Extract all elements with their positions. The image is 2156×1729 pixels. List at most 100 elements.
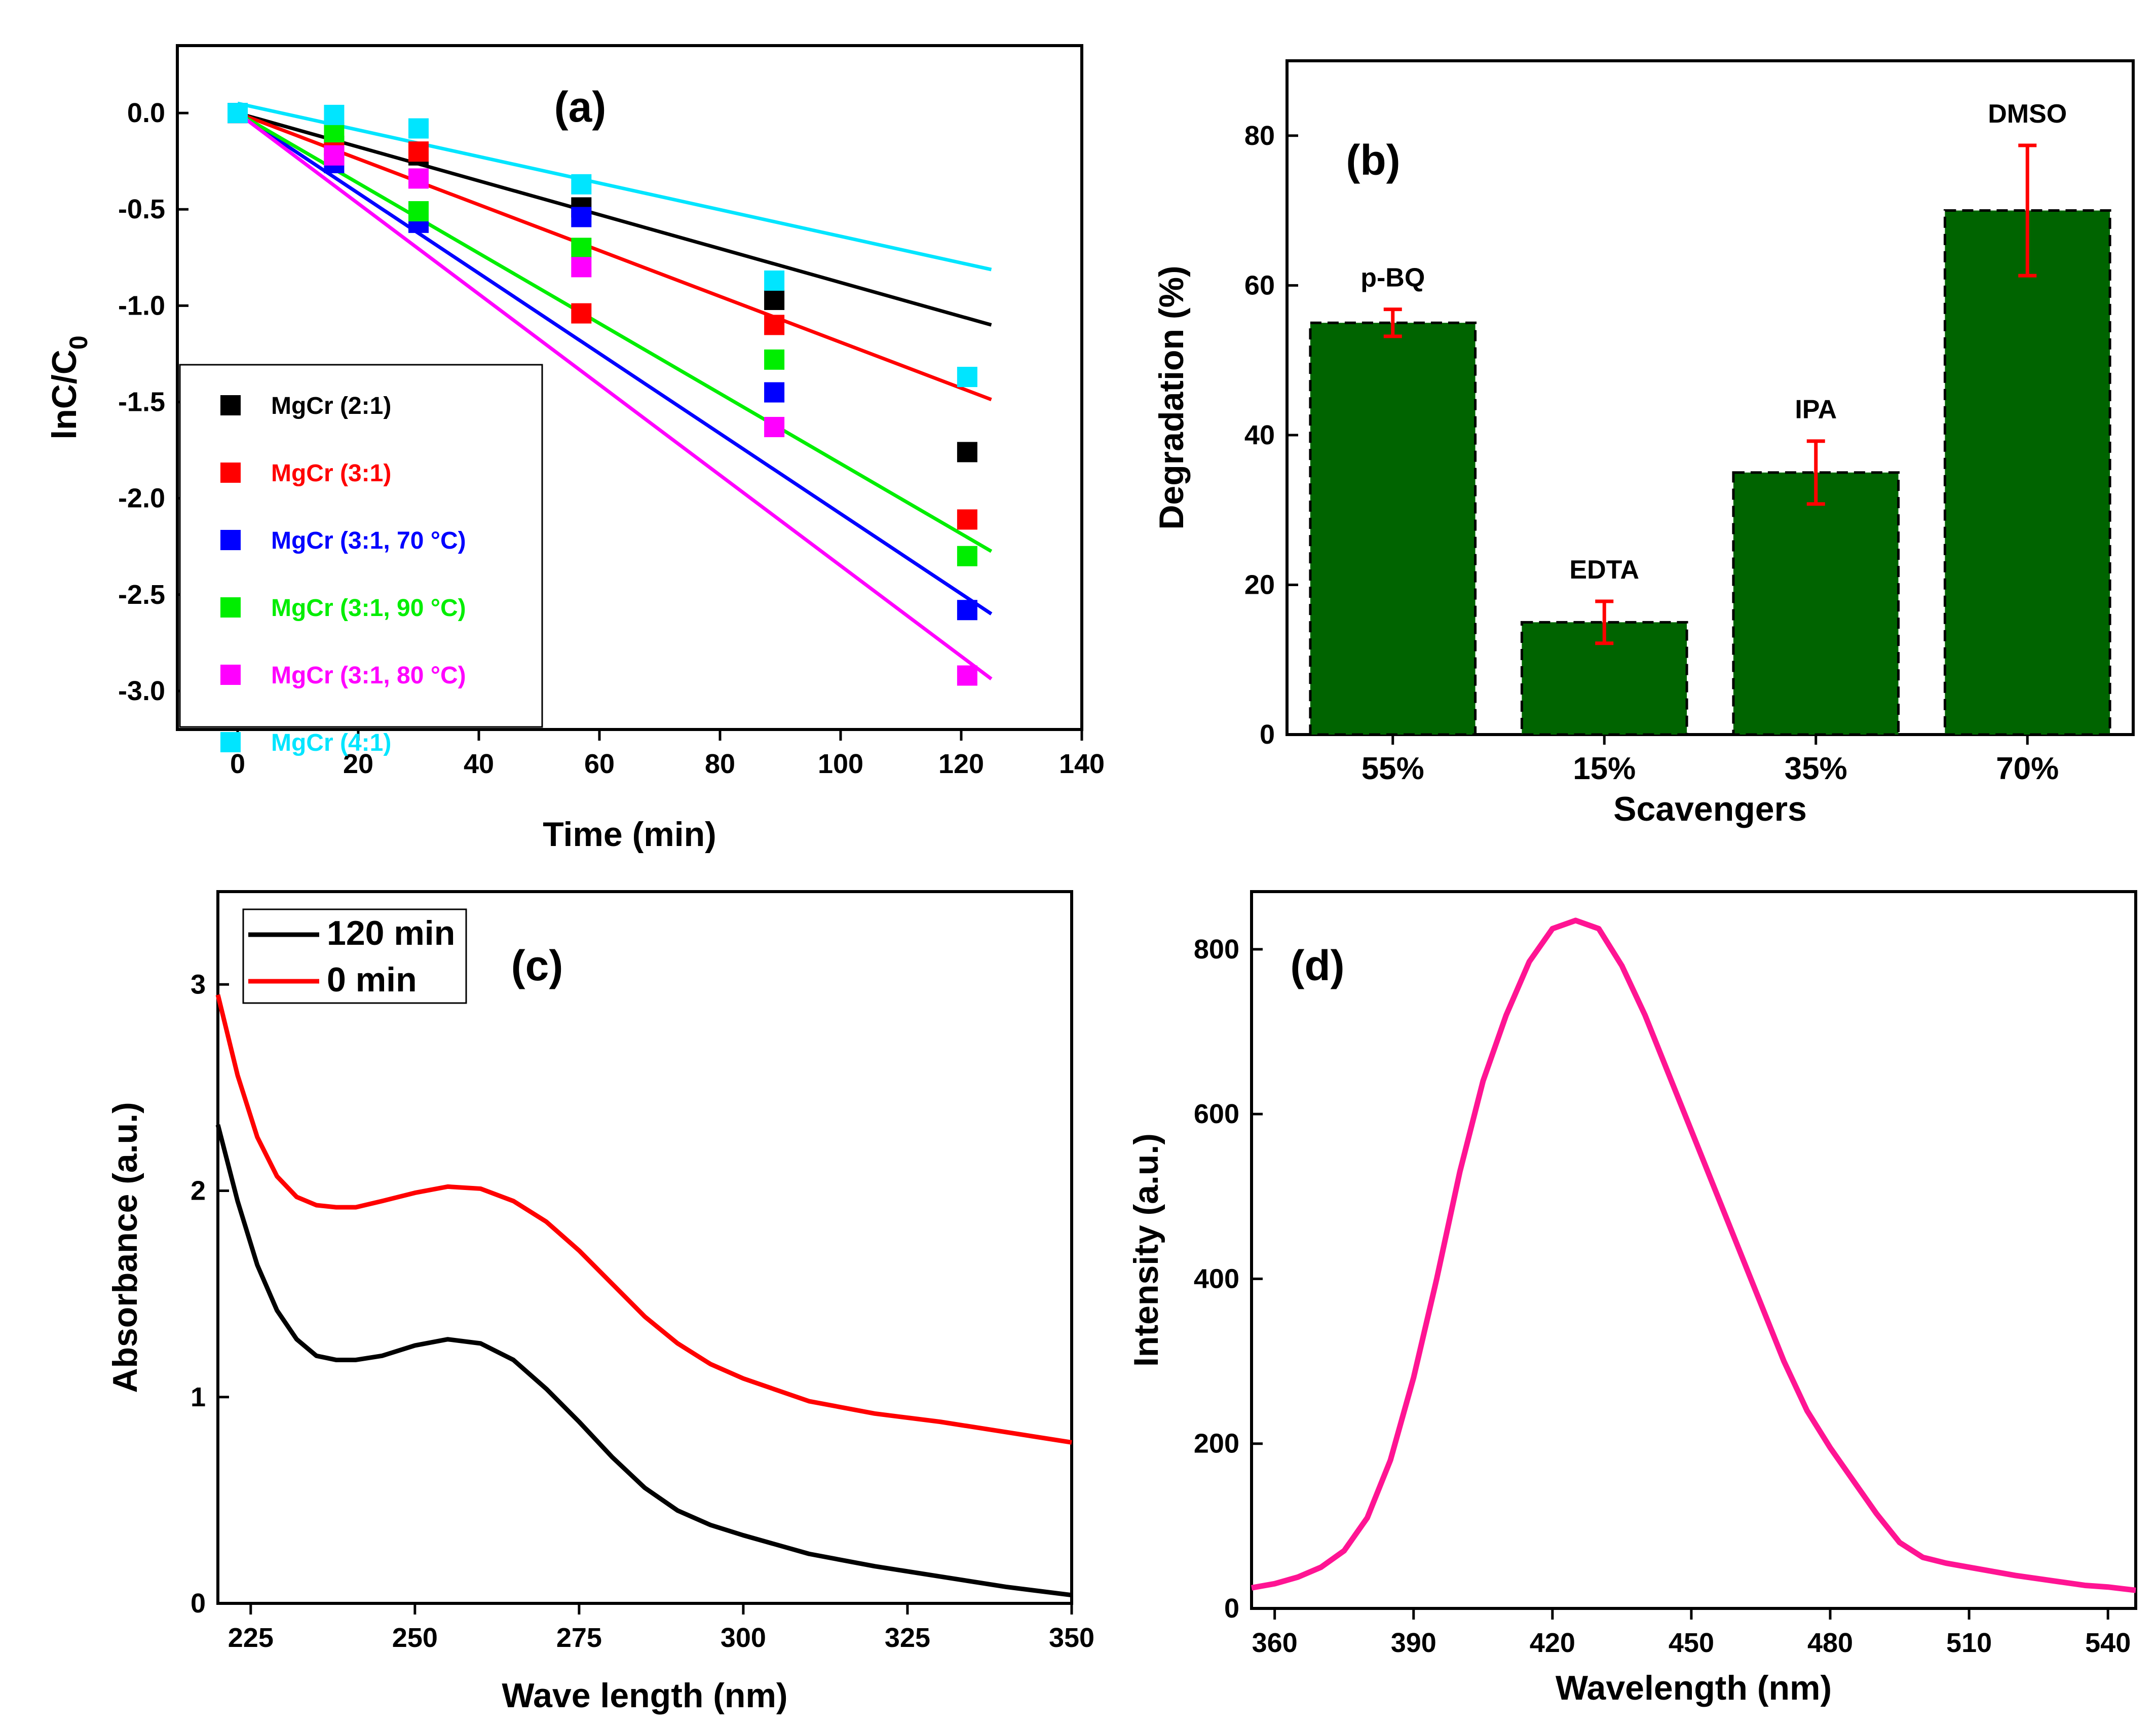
panel-c-legend-label: 120 min: [327, 914, 455, 952]
panel-d-x-tick-label: 420: [1530, 1628, 1575, 1658]
panel-b-bar-label: IPA: [1795, 395, 1837, 425]
panel-b-percent-label: 15%: [1573, 751, 1636, 786]
panel-d-series-line: [1251, 917, 2136, 1593]
panel-b-y-tick-label: 20: [1244, 569, 1275, 600]
panel-c-legend-box: [242, 908, 467, 1004]
panel-a-legend-marker: [220, 395, 241, 415]
panel-d-x-tick-label: 510: [1946, 1628, 1992, 1658]
panel-a-plot-frame: [176, 44, 1083, 731]
panel-a-legend-marker: [220, 597, 241, 618]
panel-a-y-tick-label: -3.0: [118, 676, 165, 706]
panel-d-x-tick-label: 480: [1807, 1628, 1853, 1658]
panel-d-y-tick-label: 800: [1194, 934, 1239, 965]
panel-a-y-tick-label: -2.5: [118, 580, 165, 610]
panel-b-bar: [1943, 209, 2111, 736]
panel-d-y-axis-title: Intensity (a.u.): [1127, 1133, 1165, 1367]
panel-a-legend-label: MgCr (4:1): [271, 729, 391, 756]
panel-b-plot-frame: [1285, 59, 2135, 736]
panel-a-data-point: [957, 442, 977, 463]
panel-a-legend-label: MgCr (3:1, 80 °C): [271, 662, 466, 689]
panel-a-legend-label: MgCr (3:1): [271, 460, 391, 487]
panel-a-x-tick-label: 120: [938, 749, 984, 779]
panel-a-y-tick-label: -1.0: [118, 290, 165, 321]
panel-d-y-tick-label: 600: [1194, 1099, 1239, 1129]
panel-b-y-axis-title: Degradation (%): [1152, 265, 1191, 529]
panel-b-bar-label: DMSO: [1988, 99, 2067, 129]
panel-c-x-tick-label: 225: [228, 1623, 274, 1653]
panel-a-data-point: [957, 665, 977, 686]
panel-b-percent-label: 35%: [1785, 751, 1847, 786]
panel-d-x-tick-label: 360: [1252, 1628, 1298, 1658]
panel-a-fit-line: [237, 101, 992, 272]
panel-c-x-axis-title: Wave length (nm): [502, 1676, 787, 1715]
panel-c-y-tick-label: 3: [191, 969, 206, 1000]
panel-b-percent-label: 70%: [1996, 751, 2059, 786]
panel-d-y-tick-label: 0: [1224, 1593, 1239, 1624]
panel-c-series-line: [215, 994, 1072, 1445]
panel-b-bar-label: p-BQ: [1360, 263, 1425, 293]
panel-a-data-point: [764, 315, 785, 335]
panel-a-data-point: [571, 257, 592, 278]
panel-a-y-tick-label: -2.0: [118, 483, 165, 514]
panel-c-y-tick-label: 2: [191, 1176, 206, 1206]
panel-a-x-tick-label: 60: [584, 749, 615, 779]
panel-b-label: (b): [1346, 136, 1400, 184]
panel-b-percent-label: 55%: [1361, 751, 1424, 786]
panel-a-fit-line: [237, 111, 992, 402]
panel-c-legend-label: 0 min: [327, 960, 417, 999]
panel-a-data-point: [764, 289, 785, 310]
panel-d-intensity-plot: 0 200 400 600 800 360 390 420 450 480 510 540 (d) Wav…: [1127, 890, 2137, 1707]
panel-d-label: (d): [1290, 942, 1344, 989]
panel-a-x-tick-label: 80: [705, 749, 735, 779]
panel-a-fit-line: [237, 111, 993, 616]
panel-a-data-point: [571, 174, 592, 195]
panel-a-legend-marker: [220, 530, 241, 550]
panel-c-x-tick-label: 250: [392, 1623, 438, 1653]
panel-b-bar-label: EDTA: [1569, 555, 1639, 585]
panel-b-y-tick-label: 80: [1244, 121, 1275, 151]
panel-a-data-point: [764, 349, 785, 370]
panel-d-x-tick-label: 540: [2085, 1628, 2131, 1658]
panel-a-y-axis-title: lnC/C0: [45, 335, 93, 439]
panel-a-x-tick-label: 100: [818, 749, 863, 779]
panel-a-legend-marker: [220, 665, 241, 685]
panel-a-x-tick-label: 20: [343, 749, 373, 779]
panel-c-label: (c): [511, 942, 563, 989]
panel-c-x-tick-label: 300: [721, 1623, 766, 1653]
panel-b-y-tick-label: 0: [1260, 719, 1275, 750]
panel-b-x-axis-title: Scavengers: [1613, 790, 1807, 828]
panel-a-data-point: [571, 238, 592, 258]
panel-c-y-tick-label: 1: [191, 1382, 206, 1412]
panel-a-data-point: [324, 104, 345, 125]
panel-a-x-axis-title: Time (min): [543, 815, 716, 854]
panel-a-data-point: [957, 509, 977, 530]
panel-a-x-tick-label: 140: [1059, 749, 1105, 779]
panel-a-fit-line: [237, 111, 993, 553]
panel-a-data-point: [957, 546, 977, 566]
panel-c-series-line: [215, 1124, 1072, 1598]
panel-a-data-point: [764, 382, 785, 403]
panel-c-absorbance-plot: 0 1 2 3 225 250 275 300 325 350 120 min 0 min (c) Wav…: [106, 890, 1094, 1715]
panel-a-data-point: [571, 207, 592, 227]
panel-a-legend-label: MgCr (3:1, 70 °C): [271, 527, 466, 554]
panel-a-legend-label: MgCr (2:1): [271, 393, 391, 419]
panel-a-x-tick-label: 40: [464, 749, 494, 779]
panel-a-y-tick-label: 0.0: [127, 98, 165, 128]
panel-d-y-tick-label: 400: [1194, 1263, 1239, 1294]
panel-a-label: (a): [554, 83, 607, 131]
panel-c-y-axis-title: Absorbance (a.u.): [106, 1102, 144, 1393]
panel-a-y-axis-subscript: 0: [64, 335, 93, 350]
panel-b-y-tick-label: 60: [1244, 270, 1275, 300]
panel-d-x-tick-label: 390: [1391, 1628, 1436, 1658]
panel-b-bar-chart: 0 20 40 60 80 p-BQ 55% EDTA 15% IPA 35% DMSO 70% (b) S…: [1152, 59, 2135, 828]
panel-a-data-point: [228, 103, 248, 124]
panel-a-fit-line: [236, 111, 993, 680]
panel-d-y-tick-label: 200: [1194, 1429, 1239, 1459]
panel-a-scatter-plot: 0.0 -0.5 -1.0 -1.5 -2.0 -2.5 -3.0 0 20 40 60 80 100 1…: [45, 44, 1105, 854]
panel-a-fit-line: [237, 111, 992, 327]
panel-a-data-point: [324, 145, 345, 166]
panel-a-data-point: [408, 141, 429, 162]
panel-a-data-point: [764, 270, 785, 291]
panel-c-y-tick-label: 0: [191, 1588, 206, 1619]
